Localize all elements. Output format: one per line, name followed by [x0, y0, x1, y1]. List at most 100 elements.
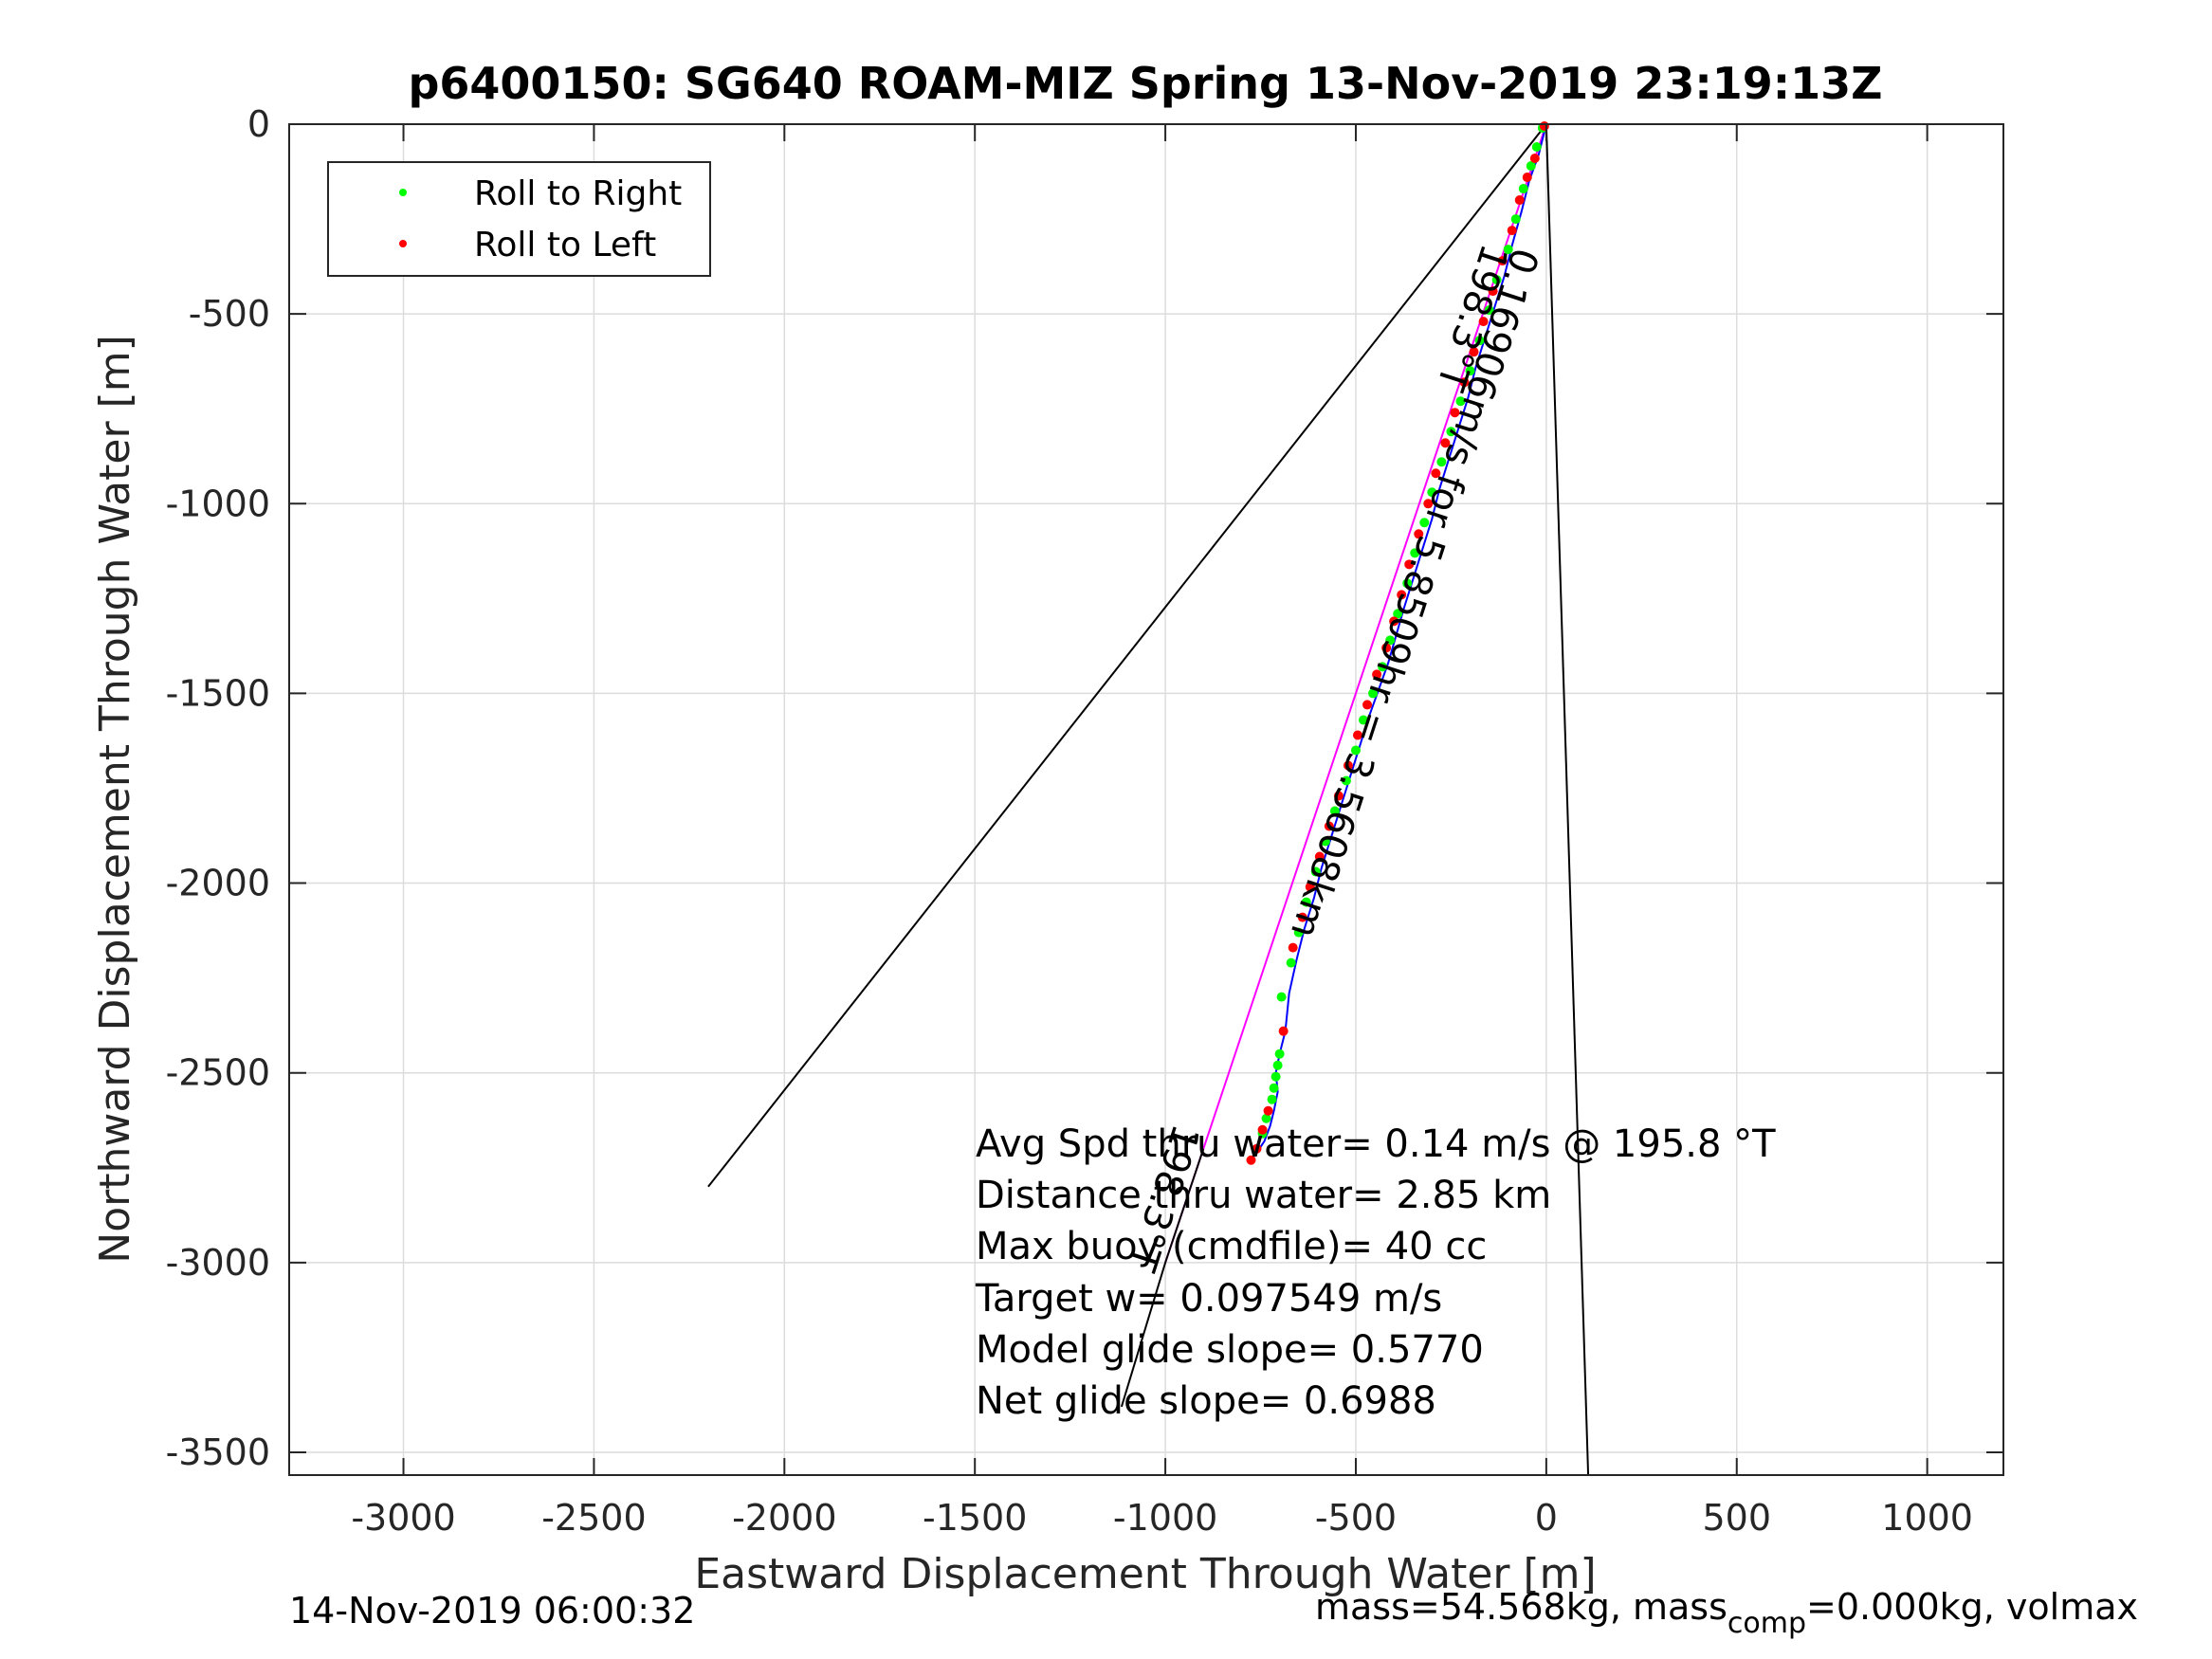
roll-right-point — [1272, 1060, 1283, 1070]
roll-left-point — [1522, 173, 1532, 183]
x-tick-label: 1000 — [1881, 1497, 1973, 1539]
roll-left-point — [1497, 256, 1508, 266]
roll-right-point — [1320, 836, 1330, 847]
roll-left-point — [1488, 286, 1498, 297]
stat-net-glide: Net glide slope= 0.6988 — [976, 1379, 1436, 1423]
roll-right-point — [1286, 957, 1296, 968]
x-axis-label: Eastward Displacement Through Water [m] — [694, 1550, 1596, 1598]
roll-right-point — [1269, 1083, 1279, 1093]
plot-frame — [288, 123, 2004, 1476]
roll-right-point — [1267, 1094, 1277, 1104]
roll-right-point — [1410, 548, 1420, 558]
roll-right-point — [1359, 715, 1369, 725]
roll-left-point — [1314, 851, 1325, 862]
stat-max-buoy: Max buoy (cmdfile)= 40 cc — [976, 1225, 1487, 1268]
stat-avg-speed: Avg Spd thru water= 0.14 m/s @ 195.8 °T — [976, 1122, 1776, 1166]
roll-right-point — [1293, 927, 1304, 938]
roll-points — [1246, 121, 1549, 1165]
roll-right-point — [1491, 275, 1502, 285]
stat-model-glide: Model glide slope= 0.5770 — [976, 1328, 1484, 1372]
roll-left-point — [1389, 616, 1399, 627]
roll-left-point — [1539, 121, 1549, 132]
reference-line — [1120, 1262, 1167, 1408]
roll-left-point — [1352, 730, 1362, 740]
roll-right-point — [1465, 366, 1475, 376]
roll-left-point — [1529, 154, 1540, 164]
roll-left-point — [1423, 499, 1434, 509]
y-tick-label: -500 — [189, 293, 270, 335]
roll-right-point — [1274, 1048, 1285, 1059]
y-tick-label: -3500 — [166, 1431, 270, 1473]
roll-left-point — [1362, 700, 1373, 710]
legend-label-roll-left: Roll to Left — [474, 226, 656, 264]
roll-right-point — [1393, 609, 1403, 619]
reference-lines — [707, 123, 1590, 1476]
roll-left-point — [1404, 559, 1415, 570]
roll-right-point — [1276, 992, 1287, 1002]
y-tick-label: -2000 — [166, 863, 270, 904]
roll-right-point — [1350, 745, 1361, 756]
roll-left-point — [1372, 669, 1382, 680]
roll-right-point — [1419, 518, 1430, 528]
roll-right-point — [1510, 214, 1521, 225]
reference-line — [1545, 123, 1590, 1476]
stat-distance: Distance thru water= 2.85 km — [976, 1174, 1551, 1217]
roll-right-point — [1368, 688, 1379, 699]
footer-mass: mass=54.568kg, masscomp=0.000kg, volmax — [1315, 1586, 2138, 1640]
legend-marker-roll-left — [399, 240, 407, 247]
roll-left-point — [1381, 643, 1392, 653]
roll-right-point — [1446, 427, 1456, 437]
x-tick-label: 0 — [1535, 1497, 1558, 1539]
roll-left-point — [1450, 408, 1460, 418]
roll-left-point — [1288, 942, 1298, 953]
roll-left-point — [1324, 821, 1334, 831]
x-tick-label: -2000 — [732, 1497, 836, 1539]
roll-right-point — [1455, 396, 1466, 407]
roll-left-point — [1252, 1143, 1262, 1154]
roll-left-point — [1431, 468, 1441, 479]
ticks — [289, 123, 2003, 1475]
roll-right-point — [1518, 184, 1528, 194]
footer-timestamp: 14-Nov-2019 06:00:32 — [289, 1590, 695, 1632]
x-tick-label: 500 — [1702, 1497, 1771, 1539]
y-tick-label: -1500 — [166, 672, 270, 714]
roll-left-point — [1469, 347, 1479, 357]
legend: Roll to Right Roll to Left — [327, 161, 711, 277]
legend-label-roll-right: Roll to Right — [474, 174, 682, 213]
roll-right-point — [1310, 866, 1321, 877]
y-tick-label: -1000 — [166, 483, 270, 524]
roll-right-point — [1474, 336, 1485, 346]
reference-line — [1164, 123, 1547, 1264]
tick-labels: -3000 -2500 -2000 -1500 -1000 -500 0 500 1000 0 -5… — [166, 103, 1973, 1539]
legend-marker-roll-right — [399, 189, 407, 196]
legend-box — [327, 161, 711, 277]
y-axis-label: Northward Displacement Through Water [m] — [91, 335, 139, 1263]
roll-left-point — [1514, 195, 1525, 206]
roll-left-point — [1343, 760, 1353, 771]
roll-right-point — [1503, 245, 1513, 255]
roll-right-point — [1402, 578, 1413, 589]
roll-right-point — [1531, 142, 1542, 153]
stats-block: Avg Spd thru water= 0.14 m/s @ 195.8 °T … — [975, 1122, 1776, 1423]
footer-mass-suffix: =0.000kg, volmax — [1806, 1586, 2138, 1628]
footer-mass-prefix: mass=54.568kg, mass — [1315, 1586, 1728, 1628]
stat-target-w: Target w= 0.097549 m/s — [975, 1277, 1442, 1321]
roll-left-point — [1333, 791, 1344, 801]
roll-right-point — [1261, 1113, 1271, 1123]
y-tick-label: -2500 — [166, 1052, 270, 1094]
roll-left-point — [1257, 1124, 1268, 1135]
roll-right-point — [1385, 635, 1396, 646]
x-tick-label: -1500 — [923, 1497, 1027, 1539]
chart-title: p6400150: SG640 ROAM-MIZ Spring 13-Nov-2… — [408, 58, 1882, 109]
y-tick-label: -3000 — [166, 1242, 270, 1284]
roll-left-point — [1478, 317, 1489, 327]
roll-left-point — [1278, 1026, 1289, 1036]
x-tick-label: -500 — [1315, 1497, 1397, 1539]
track-annotation: 0.16906m/s for 5.8509hr = 3.5608km — [1282, 243, 1546, 943]
roll-right-point — [1484, 305, 1494, 316]
roll-left-point — [1263, 1105, 1273, 1116]
roll-right-point — [1271, 1071, 1281, 1082]
roll-left-point — [1414, 529, 1424, 539]
roll-left-point — [1246, 1155, 1256, 1165]
